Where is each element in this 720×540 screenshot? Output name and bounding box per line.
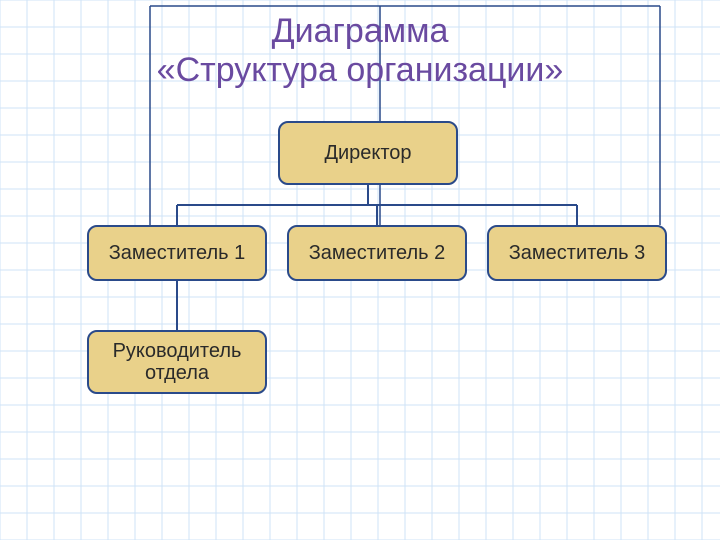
org-node-dep1: Заместитель 1 — [87, 225, 267, 281]
org-node-head: Руководитель отдела — [87, 330, 267, 394]
diagram-title: Диаграмма «Структура организации» — [0, 12, 720, 90]
org-node-dep2: Заместитель 2 — [287, 225, 467, 281]
diagram-stage: Диаграмма «Структура организации» Директ… — [0, 0, 720, 540]
org-node-dep3: Заместитель 3 — [487, 225, 667, 281]
org-node-label: Директор — [324, 142, 411, 164]
org-node-label: Заместитель 1 — [109, 242, 246, 264]
org-node-label: Руководитель отдела — [113, 340, 242, 384]
org-node-label: Заместитель 3 — [509, 242, 646, 264]
org-node-label: Заместитель 2 — [309, 242, 446, 264]
org-node-director: Директор — [278, 121, 458, 185]
